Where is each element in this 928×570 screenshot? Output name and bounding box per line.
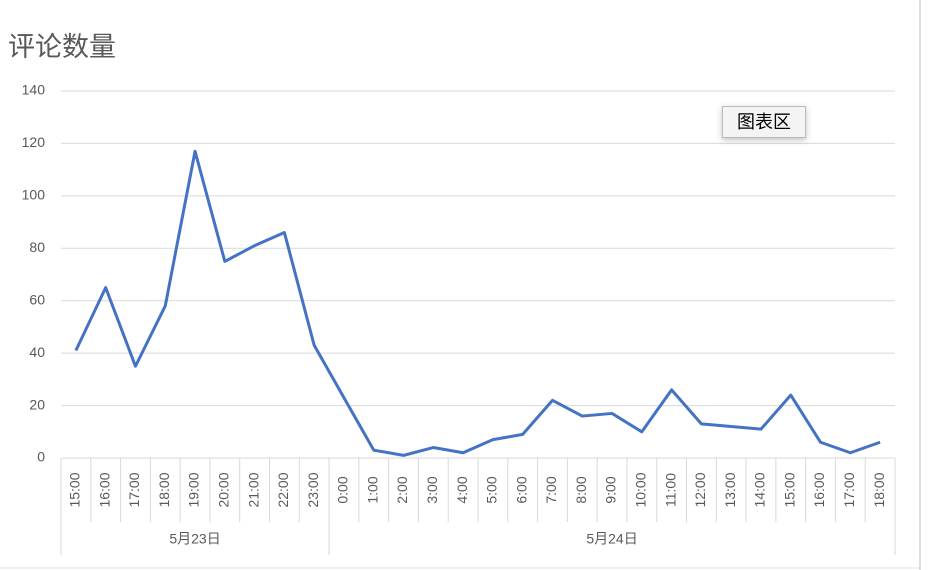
x-tick-label: 6:00 [513, 476, 529, 503]
x-tick-label: 18:00 [156, 472, 172, 507]
x-tick-label: 15:00 [781, 472, 797, 507]
x-tick-label: 19:00 [186, 472, 202, 507]
x-tick-label: 2:00 [394, 476, 410, 503]
x-tick-label: 9:00 [603, 476, 619, 503]
x-tick-label: 12:00 [692, 472, 708, 507]
x-tick-label: 15:00 [67, 472, 83, 507]
x-tick-label: 3:00 [424, 476, 440, 503]
x-tick-label: 23:00 [305, 472, 321, 507]
x-tick-label: 16:00 [96, 472, 112, 507]
y-tick-label: 100 [22, 187, 46, 203]
x-tick-label: 11:00 [662, 473, 678, 507]
x-tick-label: 4:00 [454, 476, 470, 503]
x-tick-label: 1:00 [364, 476, 380, 503]
x-tick-label: 17:00 [126, 472, 142, 507]
group-label: 5月24日 [586, 531, 637, 547]
y-tick-label: 140 [22, 82, 46, 98]
x-tick-label: 16:00 [811, 472, 827, 507]
x-tick-label: 22:00 [275, 472, 291, 507]
y-tick-label: 60 [29, 291, 45, 307]
tooltip: 图表区 [722, 106, 806, 138]
y-tick-label: 120 [22, 134, 46, 150]
x-tick-label: 8:00 [573, 476, 589, 503]
group-label: 5月23日 [169, 531, 220, 547]
y-tick-label: 20 [29, 396, 45, 412]
x-tick-label: 18:00 [871, 472, 887, 507]
y-tick-label: 40 [29, 344, 45, 360]
x-tick-label: 17:00 [841, 472, 857, 507]
x-tick-label: 5:00 [484, 476, 500, 503]
y-tick-label: 80 [29, 239, 45, 255]
x-tick-label: 20:00 [216, 472, 232, 507]
x-tick-label: 14:00 [752, 472, 768, 507]
x-tick-label: 0:00 [335, 476, 351, 503]
line-series [74, 149, 881, 457]
y-tick-label: 0 [37, 449, 45, 465]
x-tick-label: 10:00 [633, 472, 649, 507]
chart-title: 评论数量 [8, 32, 116, 62]
x-tick-label: 13:00 [722, 472, 738, 507]
x-tick-label: 7:00 [543, 476, 559, 503]
x-tick-label: 21:00 [245, 472, 261, 507]
